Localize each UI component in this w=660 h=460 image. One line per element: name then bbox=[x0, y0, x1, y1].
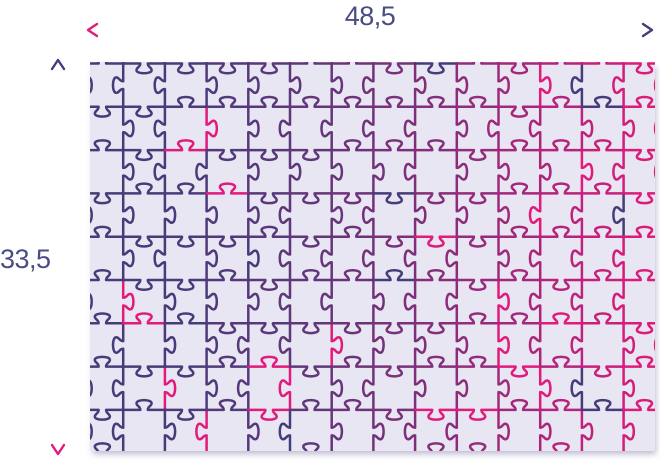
puzzle-pieces-lattice bbox=[90, 62, 655, 451]
right-arrowhead-icon bbox=[641, 22, 654, 38]
height-arrow bbox=[50, 58, 66, 456]
width-dimension-label: 48,5 bbox=[344, 1, 396, 31]
width-arrow bbox=[86, 22, 654, 38]
left-arrowhead-icon bbox=[86, 22, 99, 38]
top-arrowhead-icon bbox=[50, 58, 66, 71]
bottom-arrowhead-icon bbox=[50, 443, 66, 456]
puzzle-board bbox=[90, 62, 655, 451]
height-dimension-label: 33,5 bbox=[0, 244, 51, 274]
